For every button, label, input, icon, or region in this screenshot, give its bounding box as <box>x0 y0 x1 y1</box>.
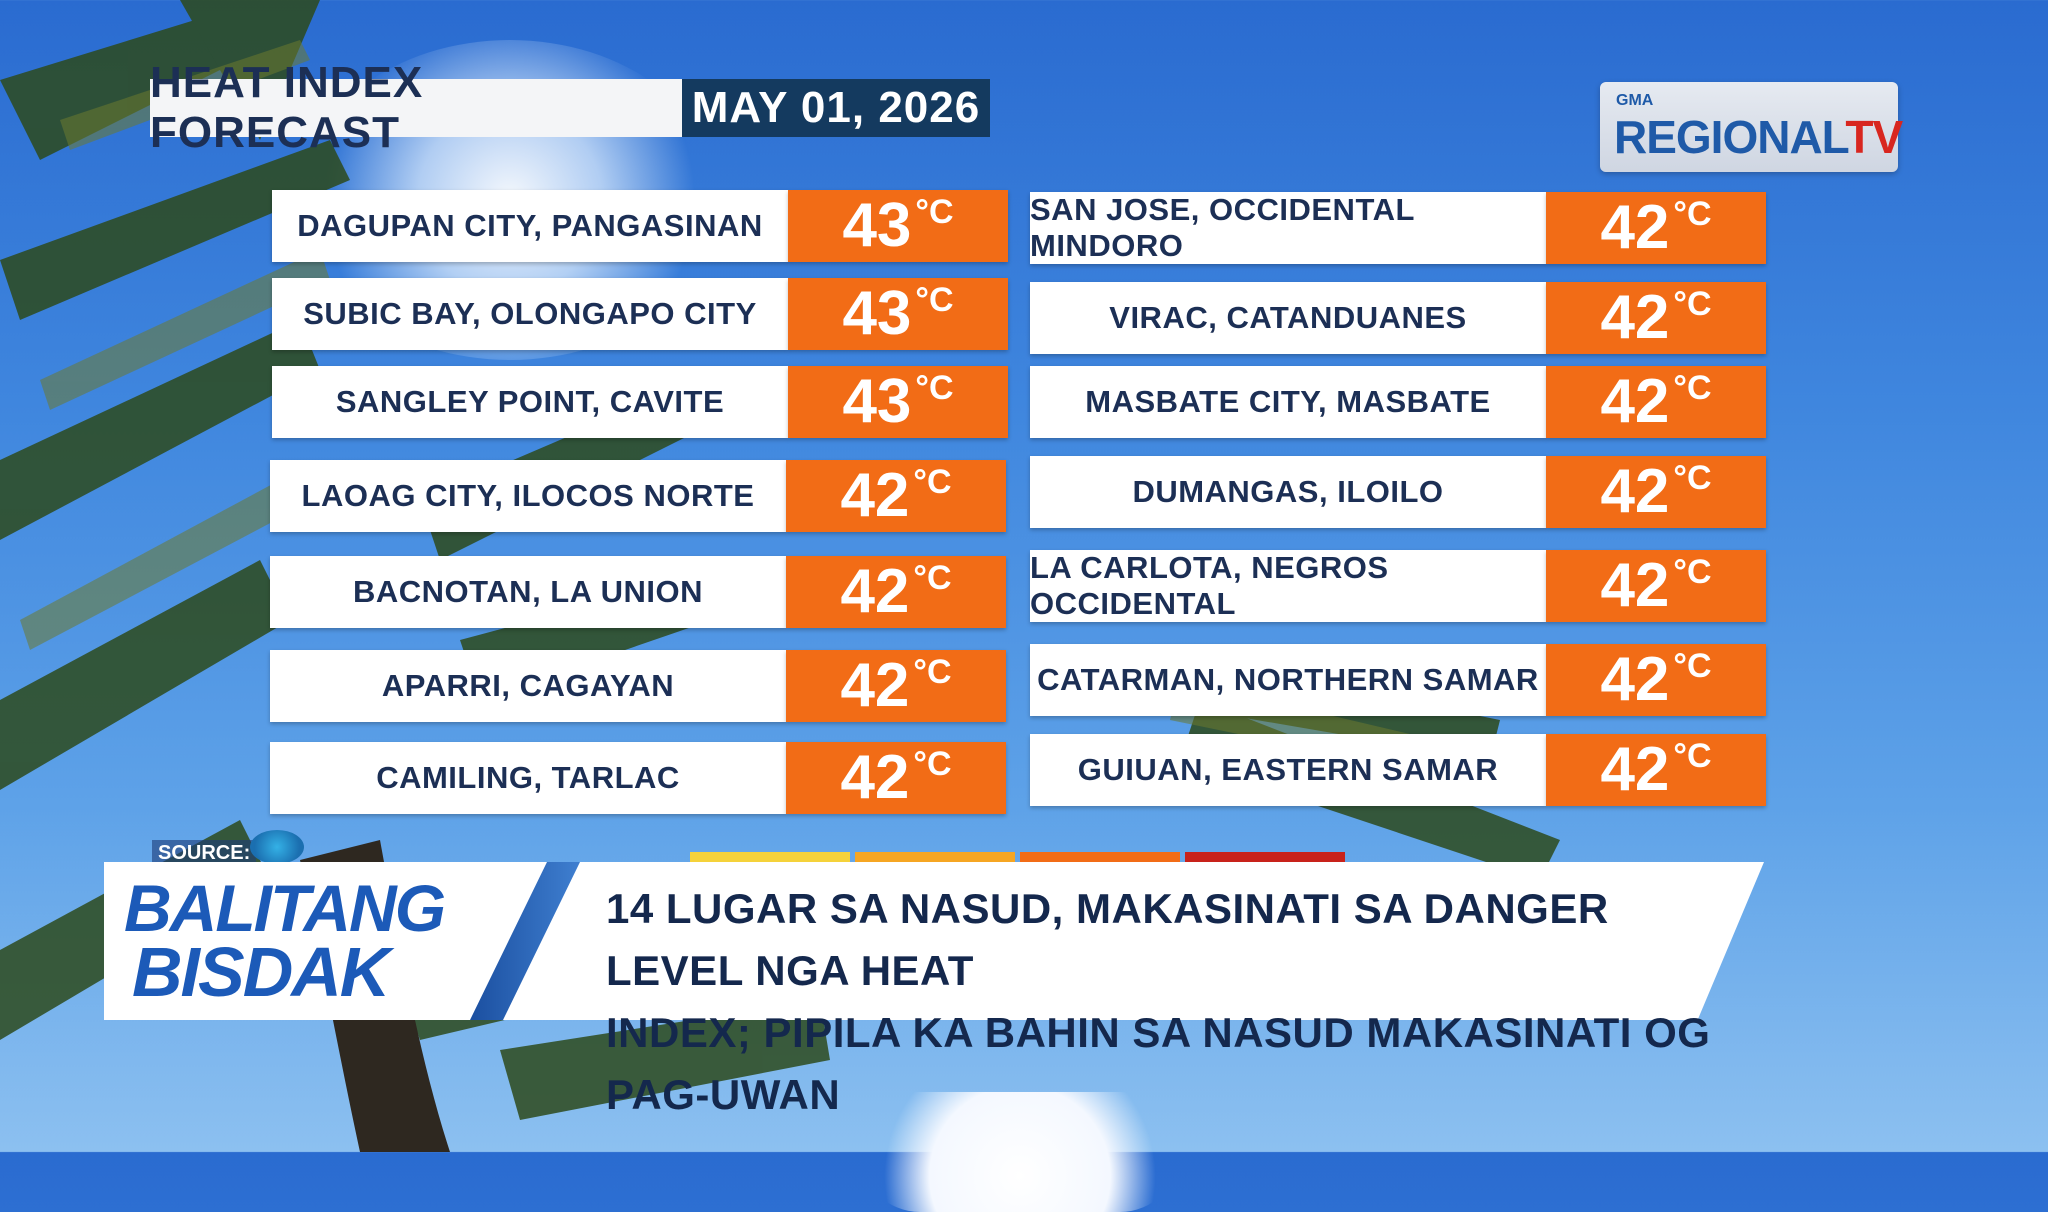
forecast-row: SAN JOSE, OCCIDENTAL MINDORO 42 °C <box>1030 192 1766 264</box>
temp-value: 42 <box>1600 551 1670 620</box>
row-place: SAN JOSE, OCCIDENTAL MINDORO <box>1030 192 1546 264</box>
row-place: LA CARLOTA, NEGROS OCCIDENTAL <box>1030 550 1546 622</box>
row-temp: 42 °C <box>1546 644 1766 716</box>
temp-unit: °C <box>915 193 954 231</box>
forecast-row: VIRAC, CATANDUANES 42 °C <box>1030 282 1766 354</box>
temp-unit: °C <box>913 653 952 691</box>
logo-gma-text: GMA <box>1616 92 1654 109</box>
temp-value: 42 <box>840 743 910 812</box>
legend-stripe-caution <box>690 852 850 862</box>
legend-stripe-extreme-danger <box>1185 852 1345 862</box>
temp-unit: °C <box>1673 647 1712 685</box>
gma-regional-tv-logo: GMA REGIONALTV <box>1600 82 1903 172</box>
row-place: SUBIC BAY, OLONGAPO CITY <box>272 278 788 350</box>
headline-line2: INDEX; PIPILA KA BAHIN SA NASUD MAKASINA… <box>606 1009 1711 1118</box>
temp-unit: °C <box>915 281 954 319</box>
source-logo-icon <box>250 830 304 864</box>
row-temp: 42 °C <box>1546 734 1766 806</box>
row-place: CAMILING, TARLAC <box>270 742 786 814</box>
row-place: VIRAC, CATANDUANES <box>1030 282 1546 354</box>
row-place: DUMANGAS, ILOILO <box>1030 456 1546 528</box>
forecast-title-bar: HEAT INDEX FORECAST MAY 01, 2026 <box>150 58 990 157</box>
temp-unit: °C <box>913 463 952 501</box>
row-place: APARRI, CAGAYAN <box>270 650 786 722</box>
headline-line1: 14 LUGAR SA NASUD, MAKASINATI SA DANGER … <box>606 885 1609 994</box>
forecast-row: LA CARLOTA, NEGROS OCCIDENTAL 42 °C <box>1030 550 1766 622</box>
row-temp: 43 °C <box>788 190 1008 262</box>
temp-unit: °C <box>913 745 952 783</box>
temp-value: 42 <box>1600 457 1670 526</box>
brand-box <box>104 862 550 1020</box>
temp-value: 42 <box>1600 193 1670 262</box>
legend-stripe-danger <box>1020 852 1180 862</box>
brand-line1: BALITANG <box>124 871 446 945</box>
forecast-row: CATARMAN, NORTHERN SAMAR 42 °C <box>1030 644 1766 716</box>
temp-unit: °C <box>1673 553 1712 591</box>
temp-value: 43 <box>842 191 912 260</box>
logo-regional-text: REGIONAL <box>1614 111 1846 163</box>
forecast-row: DUMANGAS, ILOILO 42 °C <box>1030 456 1766 528</box>
forecast-row: MASBATE CITY, MASBATE 42 °C <box>1030 366 1766 438</box>
temp-value: 42 <box>1600 367 1670 436</box>
row-temp: 42 °C <box>786 650 1006 722</box>
forecast-row: BACNOTAN, LA UNION 42 °C <box>270 556 1006 628</box>
legend-stripe-extreme-caution <box>855 852 1015 862</box>
forecast-title: HEAT INDEX FORECAST <box>150 58 682 157</box>
row-temp: 43 °C <box>788 278 1008 350</box>
logo-tv-text: TV <box>1845 111 1903 163</box>
headline: 14 LUGAR SA NASUD, MAKASINATI SA DANGER … <box>606 878 1726 1126</box>
row-place: LAOAG CITY, ILOCOS NORTE <box>270 460 786 532</box>
temp-value: 42 <box>840 651 910 720</box>
temp-unit: °C <box>1673 369 1712 407</box>
temp-unit: °C <box>1673 195 1712 233</box>
forecast-row: LAOAG CITY, ILOCOS NORTE 42 °C <box>270 460 1006 532</box>
temp-value: 42 <box>840 557 910 626</box>
row-place: MASBATE CITY, MASBATE <box>1030 366 1546 438</box>
row-place: GUIUAN, EASTERN SAMAR <box>1030 734 1546 806</box>
row-temp: 42 °C <box>786 742 1006 814</box>
row-temp: 42 °C <box>1546 366 1766 438</box>
forecast-row: SANGLEY POINT, CAVITE 43 °C <box>272 366 1008 438</box>
forecast-row: CAMILING, TARLAC 42 °C <box>270 742 1006 814</box>
row-temp: 42 °C <box>786 460 1006 532</box>
row-temp: 43 °C <box>788 366 1008 438</box>
brand-line2: BISDAK <box>132 933 390 1011</box>
row-temp: 42 °C <box>1546 282 1766 354</box>
forecast-row: APARRI, CAGAYAN 42 °C <box>270 650 1006 722</box>
temp-value: 42 <box>1600 283 1670 352</box>
row-place: SANGLEY POINT, CAVITE <box>272 366 788 438</box>
forecast-row: GUIUAN, EASTERN SAMAR 42 °C <box>1030 734 1766 806</box>
temp-value: 43 <box>842 279 912 348</box>
temp-value: 42 <box>1600 645 1670 714</box>
row-temp: 42 °C <box>786 556 1006 628</box>
row-place: CATARMAN, NORTHERN SAMAR <box>1030 644 1546 716</box>
temp-unit: °C <box>913 559 952 597</box>
forecast-row: DAGUPAN CITY, PANGASINAN 43 °C <box>272 190 1008 262</box>
row-temp: 42 °C <box>1546 550 1766 622</box>
temp-unit: °C <box>1673 459 1712 497</box>
row-temp: 42 °C <box>1546 192 1766 264</box>
temp-unit: °C <box>915 369 954 407</box>
logo-main-text: REGIONALTV <box>1614 110 1903 164</box>
forecast-row: SUBIC BAY, OLONGAPO CITY 43 °C <box>272 278 1008 350</box>
row-place: DAGUPAN CITY, PANGASINAN <box>272 190 788 262</box>
temp-value: 43 <box>842 367 912 436</box>
temp-unit: °C <box>1673 285 1712 323</box>
forecast-date: MAY 01, 2026 <box>682 79 990 137</box>
row-temp: 42 °C <box>1546 456 1766 528</box>
temp-unit: °C <box>1673 737 1712 775</box>
temp-value: 42 <box>840 461 910 530</box>
temp-value: 42 <box>1600 735 1670 804</box>
row-place: BACNOTAN, LA UNION <box>270 556 786 628</box>
